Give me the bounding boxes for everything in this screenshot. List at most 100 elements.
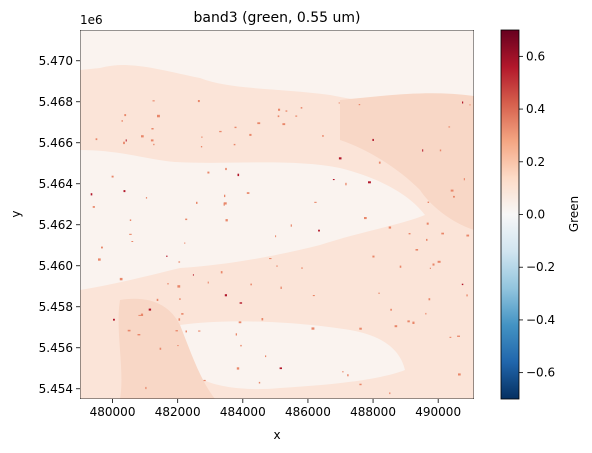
- raster-speckle: [282, 123, 286, 126]
- raster-speckle: [233, 143, 236, 146]
- raster-speckle: [178, 261, 181, 263]
- raster-speckle: [239, 302, 243, 304]
- raster-speckle: [181, 313, 184, 315]
- raster-speckle: [153, 143, 155, 146]
- raster-speckle: [275, 235, 277, 238]
- raster-speckle: [129, 233, 132, 235]
- raster-speckle: [439, 149, 442, 152]
- raster-speckle: [466, 294, 468, 297]
- raster-speckle: [372, 138, 374, 141]
- raster-speckle: [246, 192, 250, 194]
- raster-speckle: [113, 318, 115, 321]
- raster-speckle: [407, 320, 410, 323]
- raster-speckle: [141, 135, 144, 138]
- raster-river-channel: [80, 150, 425, 290]
- x-tick-label: 486000: [285, 405, 331, 419]
- raster-speckle: [137, 334, 141, 336]
- raster-speckle: [358, 104, 361, 106]
- raster-speckle: [389, 392, 391, 395]
- colorbar-tick-label: 0.6: [526, 49, 545, 63]
- raster-speckle: [238, 321, 242, 324]
- raster-speckle: [453, 195, 455, 198]
- raster-speckle: [240, 344, 242, 347]
- x-tick-label: 484000: [220, 405, 266, 419]
- raster-speckle: [295, 115, 298, 117]
- x-tick-label: 480000: [90, 405, 136, 419]
- raster-speckle: [394, 325, 398, 328]
- raster-speckle: [140, 313, 144, 316]
- raster-speckle: [129, 219, 132, 221]
- colorbar-tick-label: −0.6: [526, 366, 555, 380]
- raster-speckle: [184, 242, 186, 244]
- raster-speckle: [198, 330, 201, 332]
- raster-speckle: [342, 371, 344, 373]
- raster-speckle: [92, 206, 95, 208]
- raster-speckle: [276, 265, 278, 267]
- raster-speckle: [185, 218, 188, 221]
- y-tick-label: 5.464: [39, 177, 73, 191]
- raster-speckle: [338, 102, 340, 104]
- raster-speckle: [125, 139, 127, 142]
- raster-speckle: [207, 281, 209, 284]
- raster-speckle: [345, 182, 347, 186]
- raster-speckle: [322, 135, 324, 137]
- raster-speckle: [415, 249, 419, 251]
- raster-speckle: [359, 383, 362, 386]
- y-axis-ticks: 5.454 5.456 5.458 5.460 5.462 5.464 5.466 5.468…: [39, 54, 80, 396]
- y-tick-label: 5.456: [39, 341, 73, 355]
- x-axis-label: x: [273, 428, 280, 442]
- raster-speckle: [203, 379, 206, 382]
- raster-speckle: [450, 189, 454, 192]
- raster-speckle: [220, 271, 223, 274]
- raster-speckle: [150, 139, 154, 142]
- raster-speckle: [90, 193, 93, 196]
- raster-speckle: [290, 224, 292, 227]
- colorbar-tick-label: −0.4: [526, 313, 555, 327]
- raster-speckle: [422, 149, 424, 152]
- colorbar-tick-label: 0.0: [526, 208, 545, 222]
- raster-speckle: [278, 108, 281, 111]
- raster-speckle: [167, 283, 169, 285]
- x-tick-label: 482000: [155, 405, 201, 419]
- raster-speckle: [185, 330, 187, 333]
- raster-speckles: [90, 100, 471, 395]
- raster-speckle: [388, 226, 392, 229]
- raster-speckle: [257, 122, 261, 125]
- raster-speckle: [364, 217, 367, 220]
- raster-speckle: [148, 308, 152, 311]
- colorbar-tick-label: 0.2: [526, 155, 545, 169]
- raster-speckle: [426, 222, 429, 225]
- raster-speckle: [332, 179, 335, 181]
- raster-speckle: [314, 201, 317, 203]
- raster-speckle: [249, 133, 252, 136]
- raster-upper-bright-band: [80, 30, 474, 106]
- x-tick-label: 488000: [350, 405, 396, 419]
- raster-speckle: [95, 138, 98, 141]
- raster-speckle: [462, 101, 464, 104]
- raster-speckle: [159, 347, 162, 350]
- raster-speckle: [156, 298, 159, 301]
- y-tick-label: 5.466: [39, 136, 73, 150]
- raster-speckle: [378, 161, 381, 164]
- raster-speckle: [225, 167, 227, 171]
- raster-speckle: [412, 321, 415, 324]
- colorbar: [500, 29, 520, 400]
- raster-speckle: [449, 336, 452, 338]
- raster-right-field: [340, 93, 474, 231]
- raster-speckle: [200, 146, 203, 148]
- raster-speckle: [138, 314, 142, 316]
- raster-speckle: [408, 233, 411, 235]
- raster-speckle: [280, 286, 282, 289]
- raster-speckle: [177, 345, 179, 347]
- raster-speckle: [458, 373, 461, 376]
- raster-speckle: [145, 386, 147, 390]
- raster-speckle: [469, 104, 471, 106]
- raster-speckle: [151, 128, 154, 130]
- raster-speckle: [311, 327, 315, 330]
- raster-speckle: [432, 263, 435, 266]
- raster-speckle: [224, 294, 227, 297]
- raster-speckle: [236, 367, 240, 370]
- raster-speckle: [269, 258, 272, 260]
- raster-speckle: [131, 241, 134, 242]
